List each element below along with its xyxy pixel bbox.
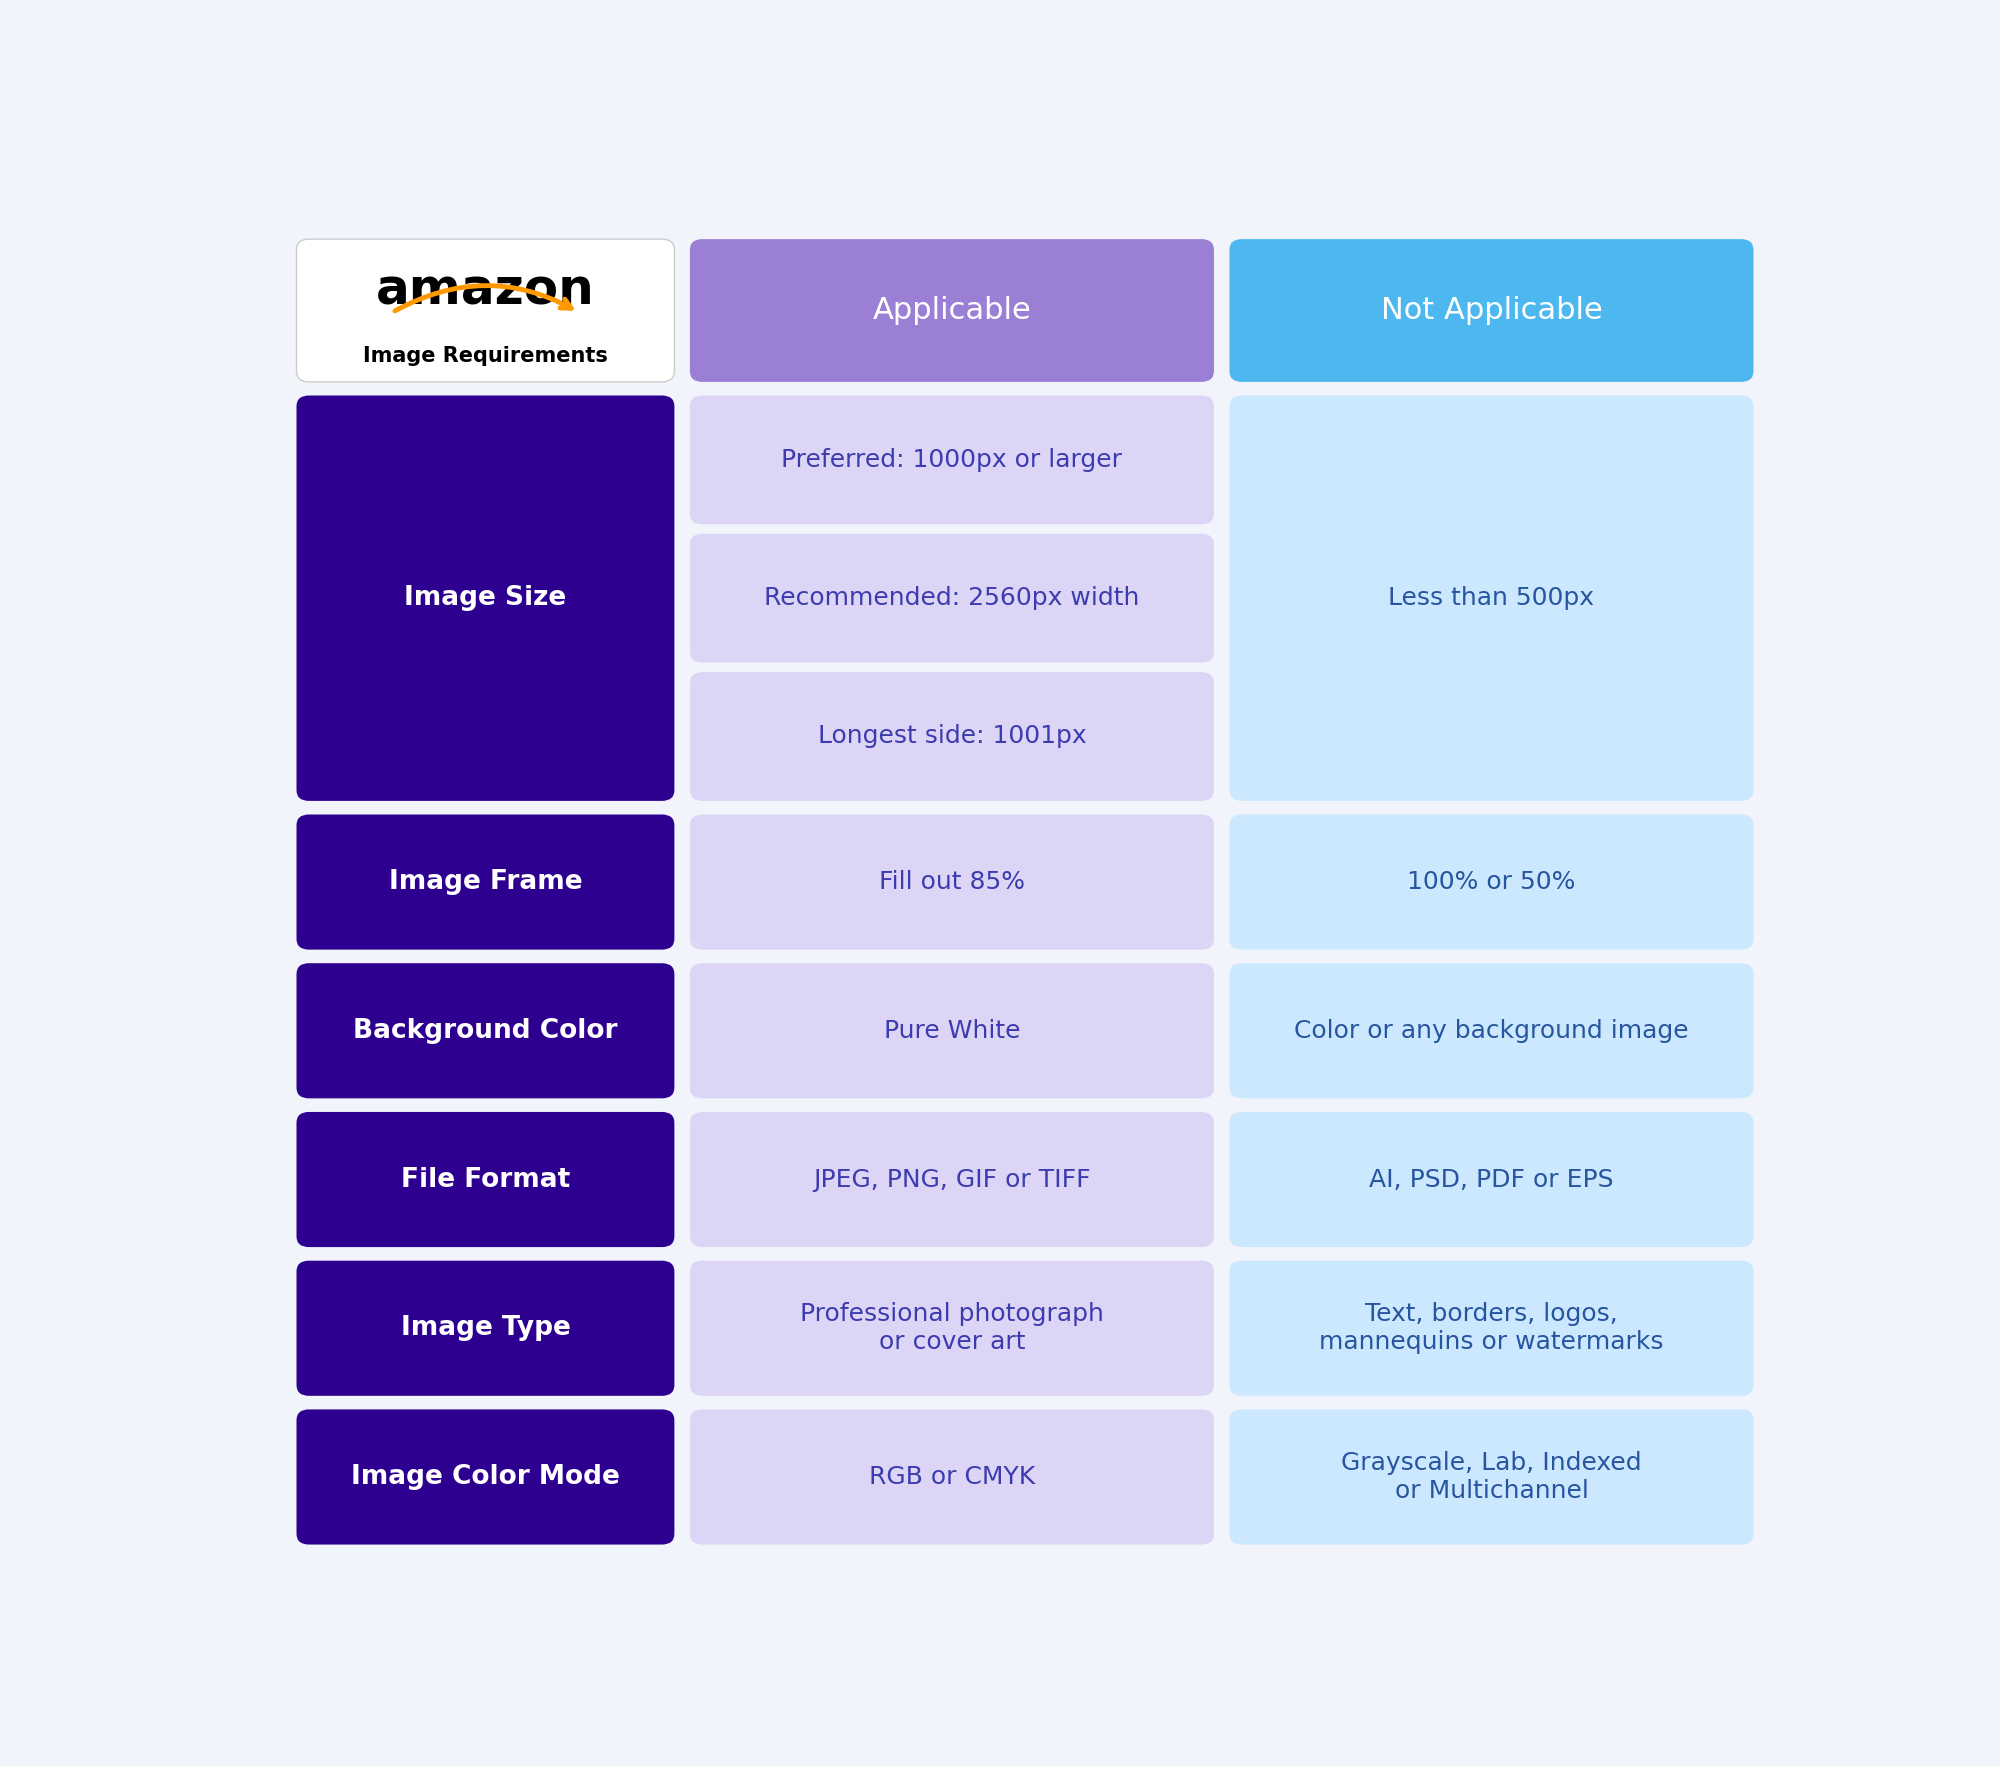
FancyBboxPatch shape [296, 962, 674, 1098]
FancyBboxPatch shape [690, 533, 1214, 662]
FancyBboxPatch shape [296, 1113, 674, 1247]
FancyBboxPatch shape [296, 396, 674, 802]
FancyBboxPatch shape [690, 1261, 1214, 1395]
FancyBboxPatch shape [1230, 962, 1754, 1098]
Text: RGB or CMYK: RGB or CMYK [868, 1466, 1036, 1489]
Text: 100% or 50%: 100% or 50% [1408, 871, 1576, 894]
FancyBboxPatch shape [1230, 1113, 1754, 1247]
Text: Recommended: 2560px width: Recommended: 2560px width [764, 586, 1140, 611]
Text: Fill out 85%: Fill out 85% [878, 871, 1024, 894]
FancyBboxPatch shape [1230, 396, 1754, 802]
FancyBboxPatch shape [690, 814, 1214, 950]
Text: Longest side: 1001px: Longest side: 1001px [818, 724, 1086, 749]
FancyBboxPatch shape [1230, 1409, 1754, 1545]
Text: Preferred: 1000px or larger: Preferred: 1000px or larger [782, 449, 1122, 472]
FancyBboxPatch shape [690, 1409, 1214, 1545]
Text: Image Type: Image Type [400, 1316, 570, 1340]
Text: File Format: File Format [400, 1167, 570, 1192]
Text: Image Size: Image Size [404, 585, 566, 611]
Text: Not Applicable: Not Applicable [1380, 297, 1602, 325]
Text: Applicable: Applicable [872, 297, 1032, 325]
Text: Grayscale, Lab, Indexed
or Multichannel: Grayscale, Lab, Indexed or Multichannel [1342, 1452, 1642, 1503]
Text: Professional photograph
or cover art: Professional photograph or cover art [800, 1302, 1104, 1355]
FancyBboxPatch shape [690, 396, 1214, 525]
Text: amazon: amazon [376, 267, 594, 314]
Text: Pure White: Pure White [884, 1019, 1020, 1042]
Text: Image Requirements: Image Requirements [364, 346, 608, 366]
FancyBboxPatch shape [296, 1409, 674, 1545]
Text: Less than 500px: Less than 500px [1388, 586, 1594, 611]
FancyBboxPatch shape [296, 1261, 674, 1395]
FancyBboxPatch shape [690, 962, 1214, 1098]
FancyBboxPatch shape [1230, 1261, 1754, 1395]
FancyBboxPatch shape [690, 1113, 1214, 1247]
FancyBboxPatch shape [296, 238, 674, 381]
Text: Color or any background image: Color or any background image [1294, 1019, 1688, 1042]
FancyBboxPatch shape [690, 238, 1214, 381]
Text: Image Color Mode: Image Color Mode [352, 1464, 620, 1491]
Text: Text, borders, logos,
mannequins or watermarks: Text, borders, logos, mannequins or wate… [1320, 1302, 1664, 1355]
FancyBboxPatch shape [1230, 814, 1754, 950]
Text: AI, PSD, PDF or EPS: AI, PSD, PDF or EPS [1370, 1167, 1614, 1192]
Text: Background Color: Background Color [354, 1017, 618, 1044]
FancyBboxPatch shape [690, 673, 1214, 802]
FancyBboxPatch shape [1230, 238, 1754, 381]
FancyBboxPatch shape [296, 814, 674, 950]
Text: Image Frame: Image Frame [388, 869, 582, 895]
Text: JPEG, PNG, GIF or TIFF: JPEG, PNG, GIF or TIFF [814, 1167, 1090, 1192]
